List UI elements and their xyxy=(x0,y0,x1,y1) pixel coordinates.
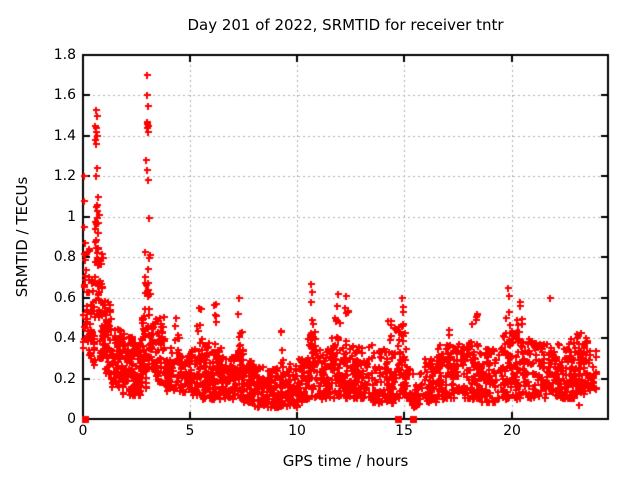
x-tick-label: 15 xyxy=(395,423,413,439)
y-tick-label: 0.4 xyxy=(53,330,76,346)
x-axis-label: GPS time / hours xyxy=(282,452,409,470)
x-tick-label: 5 xyxy=(185,423,195,439)
y-tick-label: 0.8 xyxy=(53,249,76,265)
x-tick-label: 10 xyxy=(288,423,306,439)
chart-title: Day 201 of 2022, SRMTID for receiver tnt… xyxy=(187,16,504,34)
y-tick-label: 1.2 xyxy=(53,168,76,184)
y-tick-label: 0.2 xyxy=(53,371,76,387)
x-tick-label: 20 xyxy=(503,423,521,439)
x-tick-label: 0 xyxy=(78,423,88,439)
y-axis-label: SRMTID / TECUs xyxy=(13,176,31,298)
y-tick-label: 0.6 xyxy=(53,290,76,306)
y-tick-label: 1 xyxy=(67,209,76,225)
y-tick-label: 0 xyxy=(67,411,76,427)
y-tick-label: 1.4 xyxy=(53,128,76,144)
y-tick-label: 1.6 xyxy=(53,87,76,103)
y-tick-label: 1.8 xyxy=(53,47,76,63)
